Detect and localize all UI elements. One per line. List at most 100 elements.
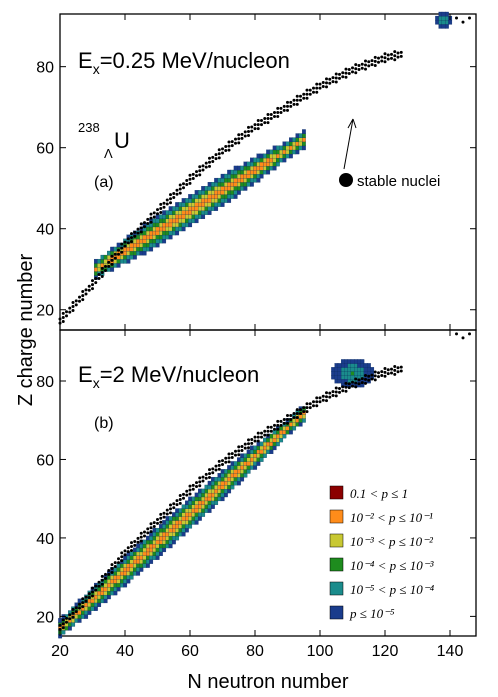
stable-nucleus-dot — [84, 595, 88, 599]
heatmap-cell — [214, 496, 219, 502]
heatmap-cell — [194, 190, 199, 195]
heatmap-cell — [162, 234, 167, 240]
stable-nucleus-dot — [159, 202, 163, 206]
heatmap-cell — [246, 465, 251, 470]
stable-nucleus-dot — [169, 511, 172, 515]
heatmap-cell — [152, 222, 157, 228]
stable-nucleus-dot — [201, 475, 205, 479]
heatmap-cell — [94, 598, 98, 604]
stable-nucleus-dot — [390, 367, 393, 371]
heatmap-cell — [139, 563, 144, 568]
stable-nucleus-dot — [74, 610, 78, 614]
heatmap-cell — [269, 441, 274, 447]
stable-nucleus-dot — [217, 152, 221, 156]
heatmap-cell — [266, 441, 271, 447]
stable-nucleus-dot — [117, 248, 120, 252]
heatmap-cell — [224, 186, 228, 191]
stable-nucleus-dot — [68, 306, 72, 310]
heatmap-cell — [347, 367, 352, 372]
heatmap-cell — [289, 425, 293, 431]
stable-nucleus-dot — [331, 394, 335, 398]
stable-nucleus-dot — [143, 221, 146, 225]
stable-nucleus-dot — [198, 169, 202, 173]
heatmap-cell — [194, 508, 199, 513]
stable-nucleus-dot — [396, 55, 400, 59]
heatmap-cell — [259, 453, 264, 458]
heatmap-cell — [289, 429, 293, 435]
heatmap-cell — [224, 488, 228, 494]
heatmap-cell — [168, 520, 173, 525]
heatmap-cell — [204, 484, 209, 490]
heatmap-cell — [152, 230, 157, 236]
stable-nucleus-dot — [282, 108, 286, 112]
heatmap-cell — [194, 202, 199, 207]
heatmap-cell — [224, 476, 228, 482]
heatmap-cell — [178, 210, 183, 215]
heatmap-cell — [256, 165, 261, 171]
heatmap-cell — [162, 222, 167, 228]
heatmap-cell — [266, 169, 271, 175]
heatmap-cell — [253, 177, 258, 183]
stable-nucleus-dot — [321, 85, 325, 89]
stable-nucleus-dot — [130, 541, 133, 545]
stable-nucleus-dot — [269, 117, 273, 121]
heatmap-cell — [211, 500, 215, 506]
stable-nucleus-dot — [97, 584, 101, 588]
stable-nucleus-dot — [240, 132, 244, 136]
heatmap-cell — [250, 465, 254, 470]
stable-nucleus-dot — [139, 230, 143, 234]
heatmap-cell — [113, 575, 118, 580]
heatmap-cell — [178, 527, 183, 533]
heatmap-cell — [204, 194, 209, 199]
stable-nucleus-dot — [159, 520, 163, 524]
stable-nucleus-dot — [120, 246, 124, 250]
stable-nucleus-dot — [367, 374, 371, 378]
heatmap-cell — [168, 531, 173, 537]
stable-nucleus-dot — [104, 264, 107, 268]
heatmap-cell — [168, 226, 173, 232]
heatmap-cell — [207, 194, 212, 199]
heatmap-cell — [230, 465, 235, 470]
heatmap-cell — [237, 480, 241, 486]
heatmap-cell — [266, 153, 271, 159]
stable-nucleus-dot — [139, 535, 143, 539]
heatmap-cell — [152, 531, 157, 537]
heatmap-cell — [246, 457, 251, 462]
heatmap-cell — [269, 153, 274, 159]
x-tick-label: 60 — [181, 643, 199, 660]
stable-nucleus-dot — [188, 492, 192, 496]
stable-nucleus-dot — [276, 423, 280, 427]
heatmap-cell — [220, 496, 225, 502]
heatmap-cell — [207, 190, 212, 195]
heatmap-cell — [237, 469, 241, 474]
stable-nucleus-dot — [308, 402, 312, 406]
heatmap-cell — [341, 367, 345, 372]
heatmap-cell — [113, 586, 118, 592]
stable-nucleus-dot — [165, 508, 169, 512]
stable-nucleus-dot — [383, 52, 387, 56]
heatmap-cell — [198, 190, 202, 195]
heatmap-cell — [162, 524, 167, 529]
stable-nucleus-dot — [91, 590, 94, 594]
heatmap-cell — [165, 230, 170, 236]
heatmap-cell — [298, 418, 303, 423]
heatmap-cell — [77, 598, 82, 604]
stable-nucleus-dot — [68, 613, 72, 617]
stable-nucleus-dot — [185, 493, 189, 497]
heatmap-cell — [201, 210, 206, 215]
heatmap-cell — [227, 469, 232, 474]
stable-nucleus-dot — [78, 299, 81, 303]
heatmap-cell — [146, 555, 150, 560]
panel-a-stable-nuclei — [58, 16, 471, 325]
stable-nucleus-dot — [256, 435, 260, 439]
heatmap-cell — [259, 173, 264, 179]
heatmap-cell — [227, 473, 232, 478]
legend-label: 10⁻⁵ < p ≤ 10⁻⁴ — [350, 582, 435, 597]
stable-nucleus-dot — [175, 188, 179, 192]
heatmap-cell — [188, 520, 193, 525]
heatmap-cell — [110, 586, 115, 592]
heatmap-cell — [201, 186, 206, 191]
heatmap-cell — [259, 441, 264, 447]
heatmap-cell — [269, 449, 274, 455]
stable-nucleus-dot — [113, 256, 117, 260]
